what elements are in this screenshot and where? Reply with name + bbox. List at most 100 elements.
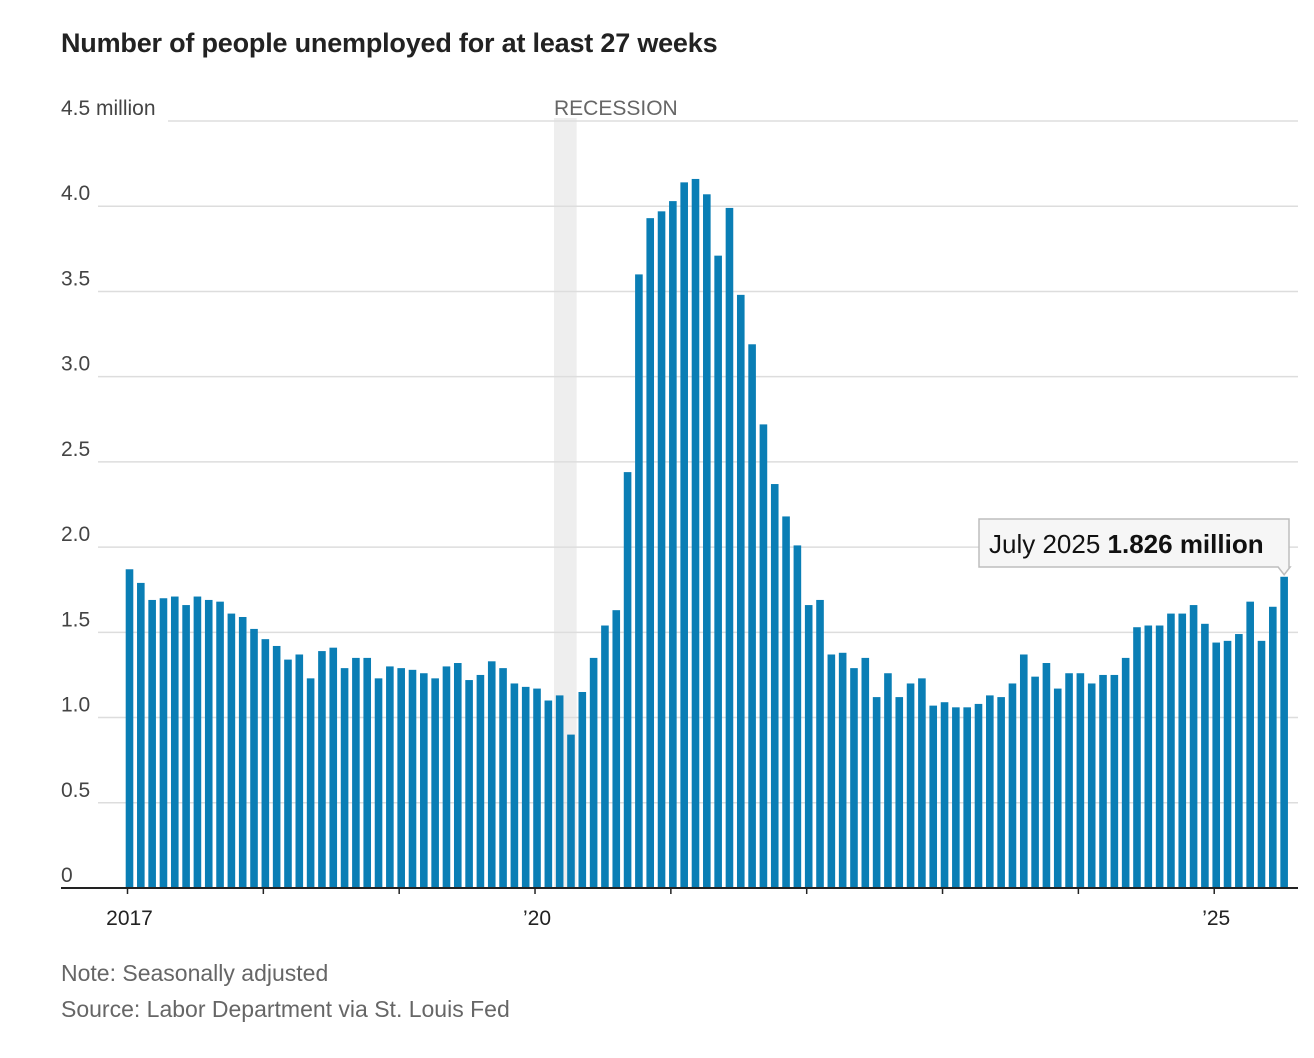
bar (1246, 601, 1254, 888)
bar (578, 691, 587, 888)
bar (420, 673, 428, 888)
bar (657, 211, 666, 888)
bar (646, 218, 655, 889)
bar (238, 616, 247, 888)
bar (1008, 683, 1017, 888)
bar (680, 182, 688, 889)
bar (884, 673, 892, 888)
bar (170, 596, 179, 888)
bar (714, 255, 722, 888)
bar (125, 569, 134, 888)
bar (601, 625, 609, 888)
chart-note: Note: Seasonally adjusted (61, 960, 329, 986)
y-tick-label: 0 (61, 864, 73, 887)
bar (793, 545, 802, 888)
bar (1099, 674, 1107, 888)
bar (499, 668, 507, 888)
bar (963, 707, 971, 888)
bar (997, 697, 1005, 888)
bar (148, 599, 156, 888)
bar (386, 666, 394, 888)
bar (306, 678, 315, 888)
bar (442, 666, 451, 888)
x-tick-label: 2017 (106, 907, 153, 930)
chart-source: Source: Labor Department via St. Louis F… (61, 996, 510, 1022)
bar (623, 472, 632, 888)
bar (1212, 642, 1221, 888)
bar (1065, 673, 1073, 888)
bar (272, 645, 281, 888)
bar (1053, 688, 1062, 888)
bar (748, 344, 756, 888)
y-tick-label: 1.5 (61, 608, 90, 631)
bar (408, 669, 417, 888)
bar (533, 688, 541, 888)
bar (872, 697, 881, 888)
bar (544, 700, 553, 888)
bar (329, 647, 338, 888)
y-tick-label: 3.0 (61, 353, 90, 376)
bar (1178, 613, 1187, 888)
bar (1076, 673, 1085, 888)
annotation-value: 1.826 million (1108, 529, 1264, 559)
bar (906, 683, 915, 888)
bar (204, 599, 213, 888)
bar (521, 686, 530, 888)
bar (770, 484, 779, 888)
bar (284, 659, 292, 888)
bar (804, 605, 813, 888)
bar (374, 678, 383, 888)
bar (759, 424, 768, 888)
bars-layer (125, 178, 1288, 889)
bar (736, 294, 745, 888)
chart-title: Number of people unemployed for at least… (61, 28, 718, 58)
y-tick-label: 1.0 (61, 694, 90, 717)
annotation-layer: July 2025 1.826 million (978, 518, 1292, 576)
bar (510, 683, 519, 888)
bar (159, 598, 168, 888)
bar (340, 668, 349, 888)
bar (397, 668, 405, 888)
bar (929, 705, 938, 888)
bar (431, 678, 439, 888)
y-tick-label: 4.0 (61, 182, 90, 205)
x-tick-label: ’20 (523, 907, 551, 930)
bar (1167, 613, 1175, 888)
bar (895, 697, 904, 888)
y-tick-label: 2.5 (61, 438, 90, 461)
bar (612, 610, 621, 888)
bar (465, 680, 473, 888)
bar (703, 194, 711, 888)
bar (250, 628, 258, 888)
bar (1257, 640, 1266, 888)
axis-layer: 2017 ’20 ’25 (61, 887, 1298, 930)
y-tick-label: 2.0 (61, 523, 90, 546)
bar (816, 599, 824, 888)
bar (476, 674, 485, 888)
bar (1133, 627, 1141, 888)
y-tick-label: 3.5 (61, 267, 90, 290)
bar (487, 661, 496, 888)
bar (1189, 605, 1198, 888)
annotation-date: July 2025 (989, 529, 1108, 559)
bar (1280, 576, 1288, 888)
bar (567, 734, 575, 888)
bar (952, 707, 960, 888)
bar (1121, 657, 1130, 888)
y-tick-label: 4.5 million (61, 97, 156, 120)
bar (918, 678, 926, 888)
bar (555, 695, 564, 888)
bar (974, 703, 983, 888)
bar (669, 201, 677, 888)
bar (986, 695, 994, 888)
annotation-text: July 2025 1.826 million (989, 529, 1264, 559)
bar (1042, 663, 1051, 888)
bar (1269, 606, 1277, 888)
bar (453, 663, 462, 888)
recession-label: RECESSION (554, 97, 678, 120)
bar (861, 657, 870, 888)
bar (1019, 654, 1028, 888)
bar (1110, 674, 1119, 888)
bar (216, 601, 224, 888)
